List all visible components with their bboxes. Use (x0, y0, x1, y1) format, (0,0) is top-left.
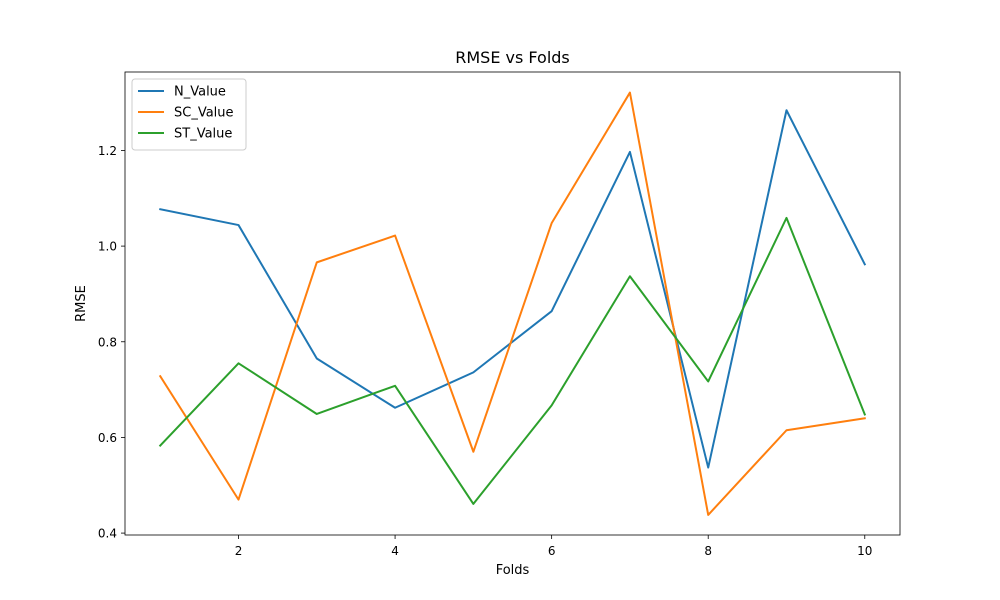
x-tick-label: 6 (548, 544, 556, 558)
y-axis: 0.4 0.6 0.8 1.0 1.2 (98, 144, 125, 541)
series-line-sc-value (158, 91, 866, 516)
x-axis-label: Folds (496, 563, 530, 578)
legend: N_Value SC_Value ST_Value (131, 78, 247, 151)
legend-label: SC_Value (174, 106, 234, 121)
x-tick-label: 8 (704, 544, 712, 558)
y-tick-label: 1.2 (98, 144, 117, 158)
y-axis-label: RMSE (74, 285, 89, 322)
series-lines (158, 91, 867, 516)
y-tick-label: 1.0 (98, 240, 117, 254)
x-tick-label: 2 (235, 544, 243, 558)
plot-frame (124, 71, 901, 536)
y-tick-label: 0.6 (98, 431, 117, 445)
y-tick-label: 0.4 (98, 527, 117, 541)
chart-title: RMSE vs Folds (455, 48, 570, 67)
x-tick-label: 10 (857, 544, 872, 558)
y-tick-label: 0.8 (98, 335, 117, 349)
x-axis: 2 4 6 8 10 (235, 535, 872, 558)
x-tick-label: 4 (391, 544, 399, 558)
legend-label: ST_Value (174, 127, 232, 142)
legend-label: N_Value (174, 85, 226, 100)
series-line-n-value (159, 109, 867, 469)
series-line-st-value (158, 216, 867, 505)
